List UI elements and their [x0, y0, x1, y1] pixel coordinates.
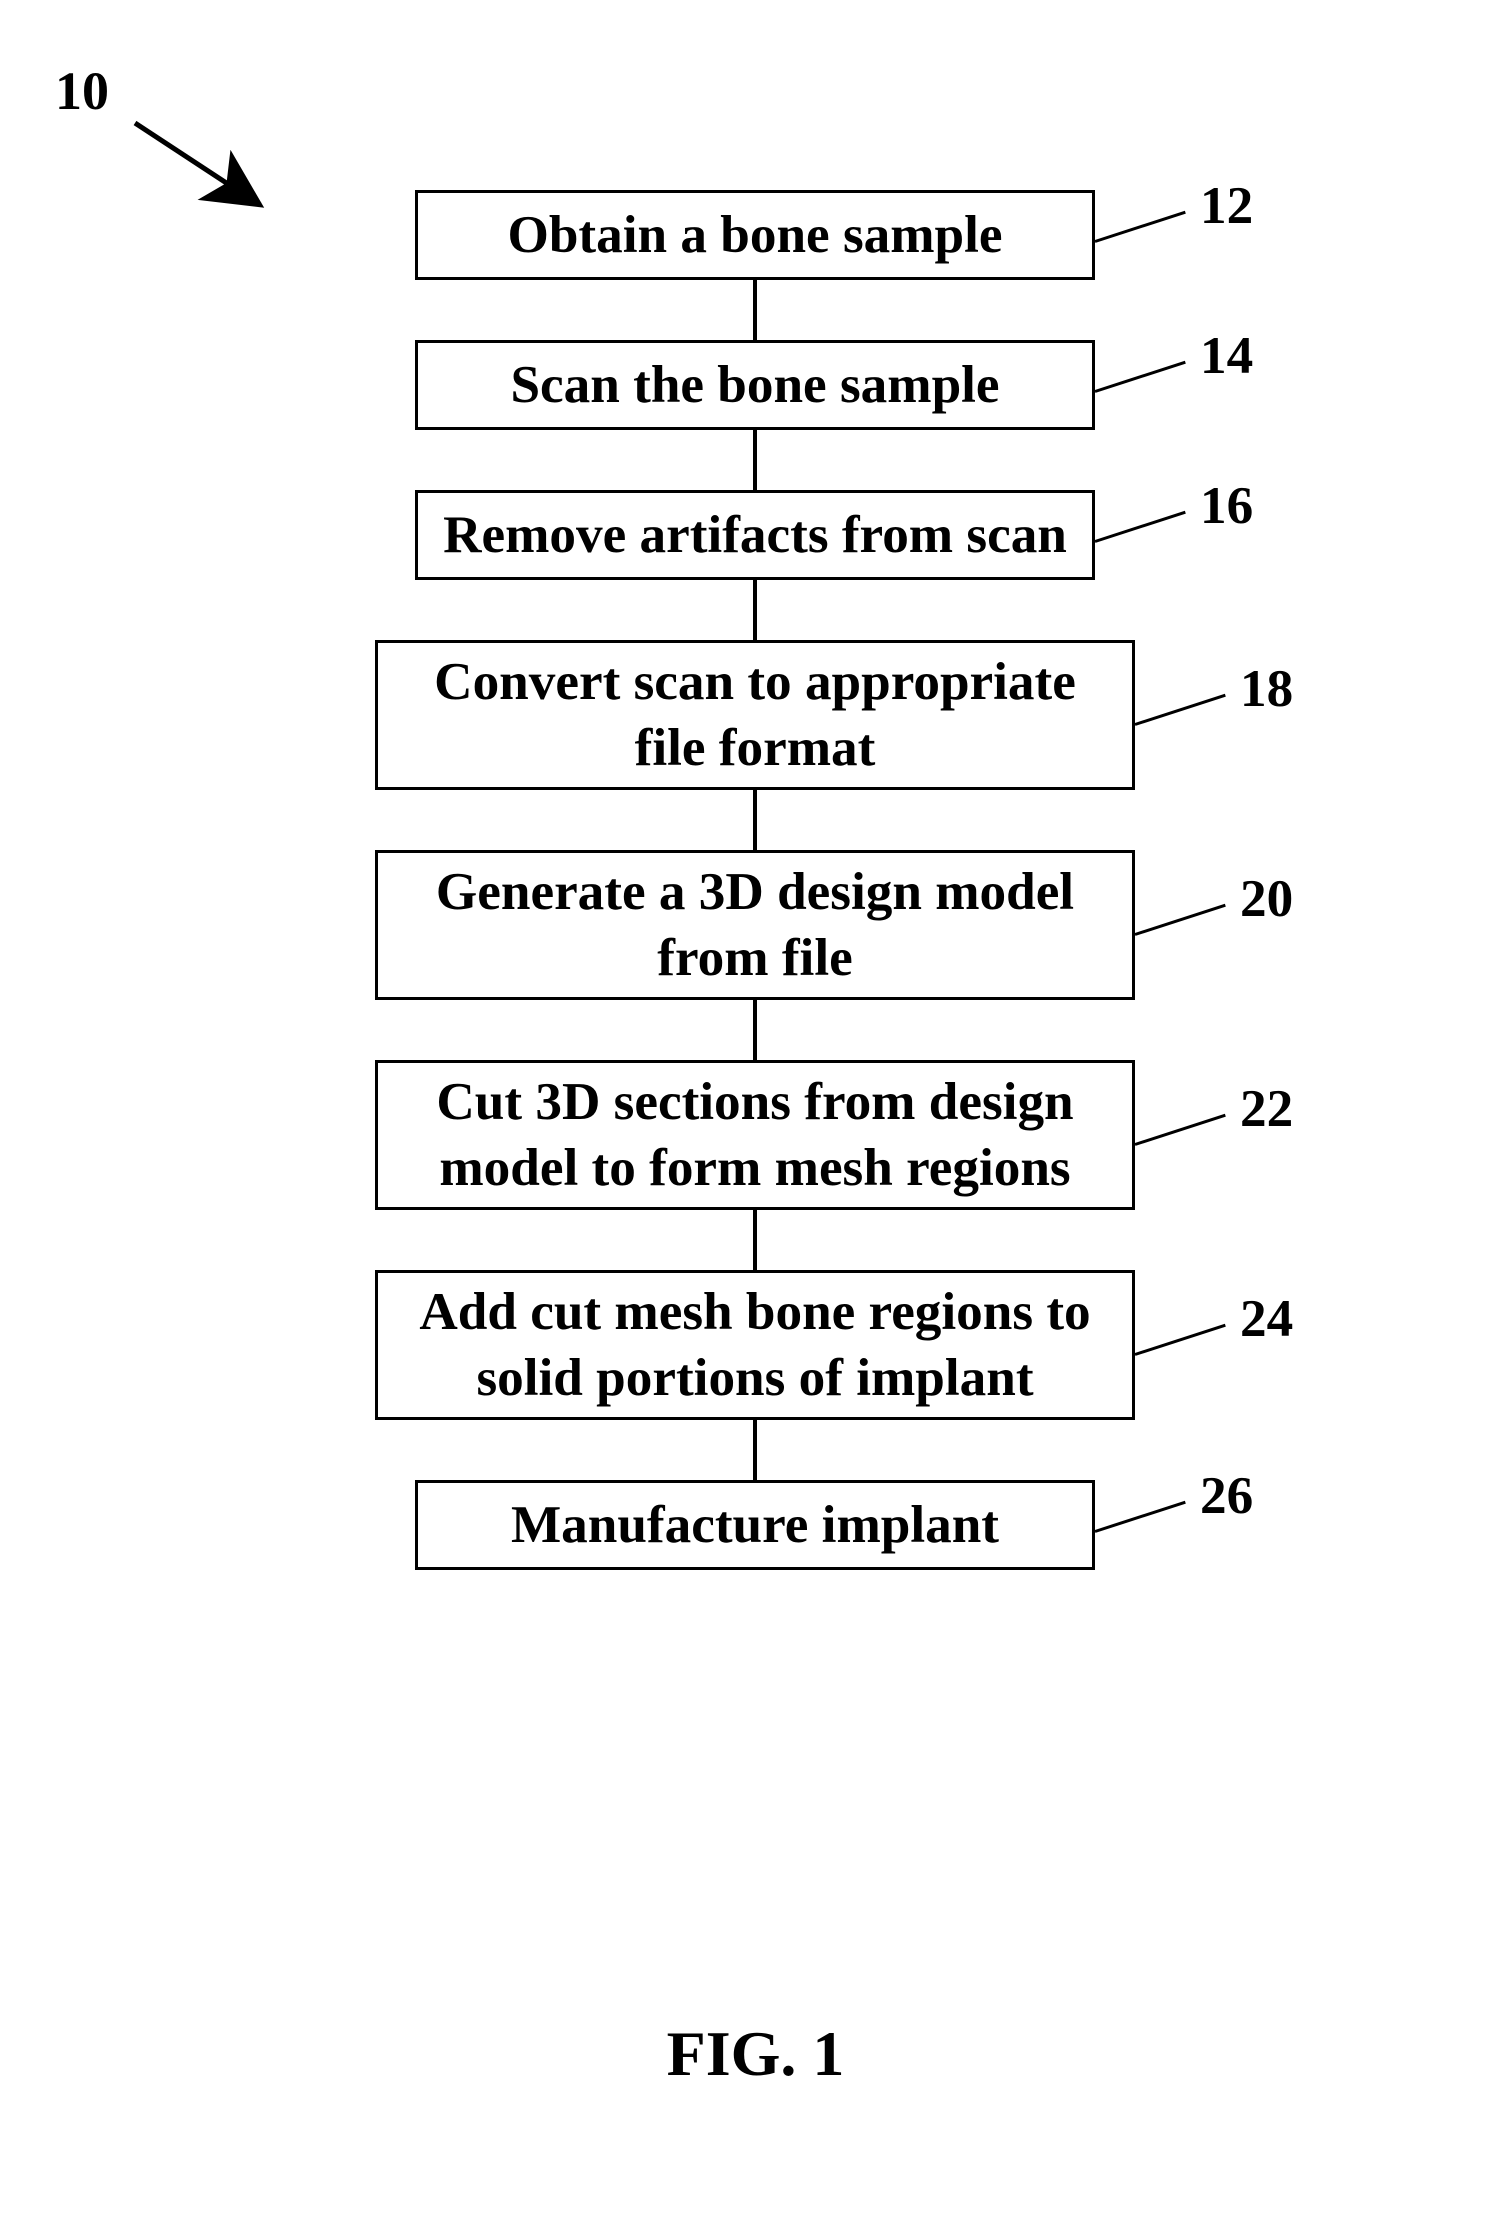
- ref-leader-line: [1135, 693, 1226, 725]
- flow-step: Manufacture implant26: [415, 1480, 1095, 1570]
- ref-leader-line: [1135, 903, 1226, 935]
- flow-step: Add cut mesh bone regions to solid porti…: [375, 1270, 1135, 1420]
- ref-leader-line: [1135, 1113, 1226, 1145]
- flow-box: Scan the bone sample: [415, 340, 1095, 430]
- flow-box: Cut 3D sections from design model to for…: [375, 1060, 1135, 1210]
- flow-box: Obtain a bone sample: [415, 190, 1095, 280]
- ref-number: 14: [1200, 325, 1253, 386]
- ref-leader-line: [1095, 210, 1186, 242]
- flow-step: Remove artifacts from scan16: [415, 490, 1095, 580]
- overall-ref-label: 10: [55, 60, 109, 122]
- ref-number: 24: [1240, 1288, 1293, 1349]
- flow-connector: [753, 1210, 757, 1270]
- figure-caption: FIG. 1: [0, 2017, 1511, 2091]
- flow-box: Manufacture implant: [415, 1480, 1095, 1570]
- flow-box: Generate a 3D design model from file: [375, 850, 1135, 1000]
- flow-connector: [753, 280, 757, 340]
- ref-number: 20: [1240, 868, 1293, 929]
- ref-leader-line: [1135, 1323, 1226, 1355]
- ref-number: 12: [1200, 175, 1253, 236]
- flow-box: Convert scan to appropriate file format: [375, 640, 1135, 790]
- ref-number: 26: [1200, 1465, 1253, 1526]
- ref-leader-line: [1095, 360, 1186, 392]
- flow-connector: [753, 430, 757, 490]
- flow-connector: [753, 1000, 757, 1060]
- ref-number: 16: [1200, 475, 1253, 536]
- flow-step: Convert scan to appropriate file format1…: [375, 640, 1135, 790]
- flow-step: Generate a 3D design model from file20: [375, 850, 1135, 1000]
- flow-step: Obtain a bone sample12: [415, 190, 1095, 280]
- ref-leader-line: [1095, 1500, 1186, 1532]
- flow-connector: [753, 580, 757, 640]
- flowchart-container: Obtain a bone sample12 Scan the bone samp…: [280, 190, 1230, 1570]
- flow-connector: [753, 790, 757, 850]
- ref-number: 18: [1240, 658, 1293, 719]
- ref-number: 22: [1240, 1078, 1293, 1139]
- flow-box: Remove artifacts from scan: [415, 490, 1095, 580]
- flow-box: Add cut mesh bone regions to solid porti…: [375, 1270, 1135, 1420]
- flow-step: Cut 3D sections from design model to for…: [375, 1060, 1135, 1210]
- ref-leader-line: [1095, 510, 1186, 542]
- flow-step: Scan the bone sample14: [415, 340, 1095, 430]
- flow-connector: [753, 1420, 757, 1480]
